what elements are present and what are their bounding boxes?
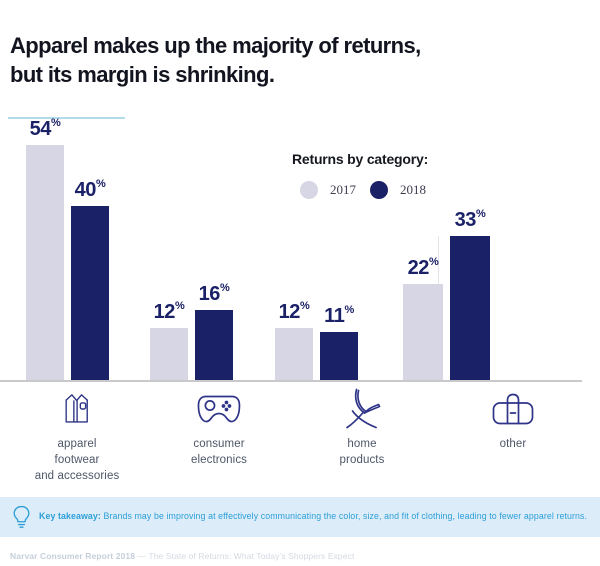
report-subtitle: — The State of Returns: What Today’s Sho… xyxy=(137,551,355,561)
key-takeaway-body: Brands may be improving at effectively c… xyxy=(103,511,588,522)
bar-value-number: 12 xyxy=(153,301,176,323)
bar-value-label: 54% xyxy=(29,117,61,141)
bar-2017-home-products xyxy=(275,328,313,380)
bar-value-number: 33 xyxy=(454,209,477,231)
category-home-products: home products xyxy=(340,388,385,468)
bar-2018-home-products xyxy=(320,332,358,380)
page-title: Apparel makes up the majority of returns… xyxy=(10,33,421,87)
legend-label-2017: 2017 xyxy=(330,182,356,197)
category-label: consumer electronics xyxy=(190,438,248,466)
bar-value-label: 12% xyxy=(278,300,310,324)
bar-group-home-products: 12% 11% xyxy=(275,300,358,380)
bar-col-2018: 11% xyxy=(320,304,358,380)
bar-group-consumer-electronics: 12% 16% xyxy=(150,282,233,380)
bar-value-label: 12% xyxy=(153,300,185,324)
category-consumer-electronics: consumer electronics xyxy=(191,388,247,468)
bar-value-number: 16 xyxy=(198,283,221,305)
bar-2018-consumer-electronics xyxy=(195,310,233,380)
legend-item-2017: 2017 xyxy=(300,181,356,199)
category-label: apparel footwear and accessories xyxy=(34,438,120,482)
bar-value-number: 40 xyxy=(74,179,97,201)
bar-value-label: 16% xyxy=(198,282,230,306)
bar-value-label: 33% xyxy=(454,208,486,232)
bar-col-2018: 16% xyxy=(195,282,233,380)
chair-icon xyxy=(341,388,383,430)
category-other: other xyxy=(491,388,535,452)
title-underline-decoration xyxy=(8,117,125,119)
duffel-bag-icon xyxy=(491,388,535,430)
bar-2018-other xyxy=(450,236,490,380)
legend-label-2018: 2018 xyxy=(400,182,426,197)
percent-sign: % xyxy=(476,208,486,220)
bar-col-2017: 22% xyxy=(403,256,443,380)
bar-value-number: 12 xyxy=(278,301,301,323)
chart-legend: 2017 2018 xyxy=(300,181,426,199)
bar-col-2018: 40% xyxy=(71,178,109,380)
bar-col-2017: 12% xyxy=(275,300,313,380)
category-apparel: apparel footwear and accessories xyxy=(35,388,120,484)
bar-col-2017: 54% xyxy=(26,117,64,380)
category-label: home products xyxy=(339,438,385,466)
percent-sign: % xyxy=(344,304,354,316)
bar-col-2017: 12% xyxy=(150,300,188,380)
lightbulb-icon xyxy=(12,505,31,529)
percent-sign: % xyxy=(220,282,230,294)
bar-value-number: 54 xyxy=(29,118,52,140)
legend-swatch-2017 xyxy=(300,181,318,199)
percent-sign: % xyxy=(429,256,439,268)
shirt-icon xyxy=(60,388,94,430)
report-name: Narvar Consumer Report 2018 xyxy=(10,551,136,561)
percent-sign: % xyxy=(51,117,61,129)
bar-col-2018: 33% xyxy=(450,208,490,380)
legend-title: Returns by category: xyxy=(292,151,429,167)
key-takeaway-label: Key takeaway: xyxy=(39,511,101,522)
percent-sign: % xyxy=(96,178,106,190)
bar-2017-apparel xyxy=(26,145,64,380)
bar-value-label: 22% xyxy=(407,256,439,280)
legend-swatch-2018 xyxy=(370,181,388,199)
bar-value-label: 11% xyxy=(324,304,354,328)
key-takeaway-text: Key takeaway: Brands may be improving at… xyxy=(39,511,587,522)
bar-2017-other xyxy=(403,284,443,380)
bar-2018-apparel xyxy=(71,206,109,380)
bar-value-number: 11 xyxy=(324,305,345,327)
bar-value-number: 22 xyxy=(407,257,430,279)
bar-chart: 54% 40% 12% 16% 12% 11% xyxy=(0,117,582,382)
percent-sign: % xyxy=(300,300,310,312)
bar-value-label: 40% xyxy=(74,178,106,202)
percent-sign: % xyxy=(175,300,185,312)
legend-item-2018: 2018 xyxy=(370,181,426,199)
category-label: other xyxy=(499,438,527,450)
bar-2017-consumer-electronics xyxy=(150,328,188,380)
bar-group-apparel: 54% 40% xyxy=(26,117,109,380)
game-controller-icon xyxy=(197,388,241,430)
x-axis-line xyxy=(0,380,582,382)
source-footer: Narvar Consumer Report 2018 — The State … xyxy=(10,551,354,561)
bar-group-other: 22% 33% xyxy=(403,208,490,380)
key-takeaway-banner: Key takeaway: Brands may be improving at… xyxy=(0,497,600,537)
